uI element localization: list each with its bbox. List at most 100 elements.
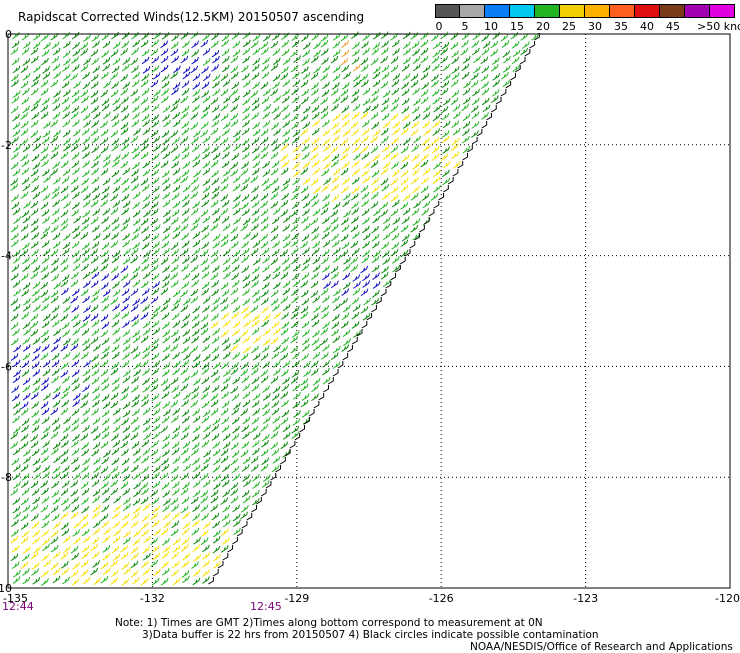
- wind-barb: [292, 360, 300, 368]
- wind-barb: [192, 89, 201, 97]
- wind-barb: [300, 306, 309, 314]
- wind-barb: [142, 119, 150, 128]
- wind-barb: [370, 145, 379, 154]
- wind-barb: [40, 104, 49, 113]
- wind-barb: [81, 177, 89, 186]
- wind-barb: [50, 248, 59, 257]
- wind-barb-edge: [227, 545, 234, 553]
- wind-barb: [290, 49, 299, 58]
- wind-barb: [41, 303, 49, 312]
- wind-barb: [380, 104, 389, 113]
- wind-barb: [241, 375, 250, 384]
- wind-barb: [81, 255, 90, 263]
- wind-barb: [80, 48, 89, 56]
- wind-barb: [400, 161, 409, 170]
- wind-barb: [171, 303, 179, 312]
- wind-barb: [170, 272, 179, 280]
- wind-barb: [20, 536, 29, 544]
- wind-barb: [20, 248, 29, 257]
- wind-barb: [51, 208, 60, 216]
- wind-barb: [42, 393, 51, 401]
- wind-barb: [300, 241, 308, 249]
- wind-barb: [251, 223, 259, 232]
- wind-barb: [50, 344, 59, 352]
- wind-barb: [261, 178, 270, 186]
- wind-barb: [110, 367, 119, 376]
- wind-barb: [43, 175, 51, 183]
- wind-barb: [371, 233, 380, 242]
- wind-barb: [412, 87, 420, 96]
- wind-barb: [10, 337, 19, 346]
- wind-barb: [311, 226, 319, 234]
- wind-barb: [212, 297, 221, 305]
- wind-barb: [322, 153, 331, 162]
- wind-barb: [212, 328, 220, 336]
- wind-barb-edge: [414, 233, 421, 241]
- wind-barb-edge: [500, 89, 507, 97]
- wind-barb: [122, 81, 131, 90]
- wind-barb: [271, 160, 280, 169]
- wind-barb: [80, 351, 89, 360]
- wind-barb: [141, 137, 149, 146]
- wind-barb: [373, 208, 381, 217]
- wind-barb: [240, 368, 249, 377]
- wind-barb: [13, 481, 21, 489]
- wind-barb: [223, 369, 231, 377]
- wind-barb: [61, 96, 70, 105]
- wind-barb: [500, 33, 509, 42]
- wind-barb: [221, 537, 230, 546]
- wind-barb: [142, 448, 151, 456]
- wind-barb: [260, 151, 269, 160]
- wind-barb: [21, 167, 30, 176]
- wind-barb: [90, 90, 99, 98]
- wind-barb: [362, 33, 371, 42]
- wind-barb: [340, 234, 349, 242]
- wind-barb: [191, 320, 200, 329]
- wind-barb: [251, 384, 260, 392]
- wind-barb: [112, 407, 121, 416]
- wind-barb: [352, 137, 361, 146]
- wind-barb: [121, 512, 130, 521]
- wind-barb: [111, 319, 120, 328]
- wind-barb: [310, 72, 319, 80]
- wind-barb: [292, 161, 300, 170]
- wind-barb: [50, 447, 59, 455]
- wind-barb: [151, 497, 160, 505]
- wind-barb: [301, 208, 310, 217]
- wind-barb: [282, 79, 291, 87]
- wind-barb-edge: [385, 281, 392, 289]
- wind-barb: [192, 217, 201, 225]
- wind-barb: [220, 176, 229, 184]
- wind-barb: [320, 287, 329, 296]
- wind-barb: [140, 79, 149, 88]
- wind-barb: [32, 281, 41, 289]
- wind-barb: [12, 426, 21, 434]
- wind-barb: [42, 440, 50, 448]
- wind-barb: [160, 145, 169, 153]
- wind-barb: [341, 177, 350, 185]
- wind-barb: [132, 191, 141, 200]
- wind-barb: [32, 496, 41, 505]
- wind-barb: [272, 271, 281, 280]
- wind-barb: [242, 288, 250, 297]
- wind-barb: [282, 264, 291, 272]
- wind-barb: [243, 231, 251, 240]
- wind-barb: [222, 433, 231, 441]
- wind-barb: [201, 199, 210, 208]
- wind-barb: [142, 160, 151, 169]
- wind-barb: [70, 279, 79, 288]
- wind-barb: [351, 247, 360, 256]
- wind-barb: [200, 496, 208, 504]
- wind-barb: [392, 217, 401, 225]
- wind-barb: [100, 561, 109, 570]
- wind-barb: [11, 201, 20, 210]
- wind-barb: [131, 183, 139, 191]
- wind-barb: [82, 280, 91, 289]
- wind-barb: [152, 465, 161, 473]
- wind-barb: [162, 183, 171, 192]
- x-tick-label: -135: [3, 592, 28, 605]
- wind-barb-edge: [270, 473, 277, 481]
- wind-barb: [320, 48, 329, 56]
- wind-barb: [10, 431, 19, 440]
- legend-swatch: [560, 4, 585, 18]
